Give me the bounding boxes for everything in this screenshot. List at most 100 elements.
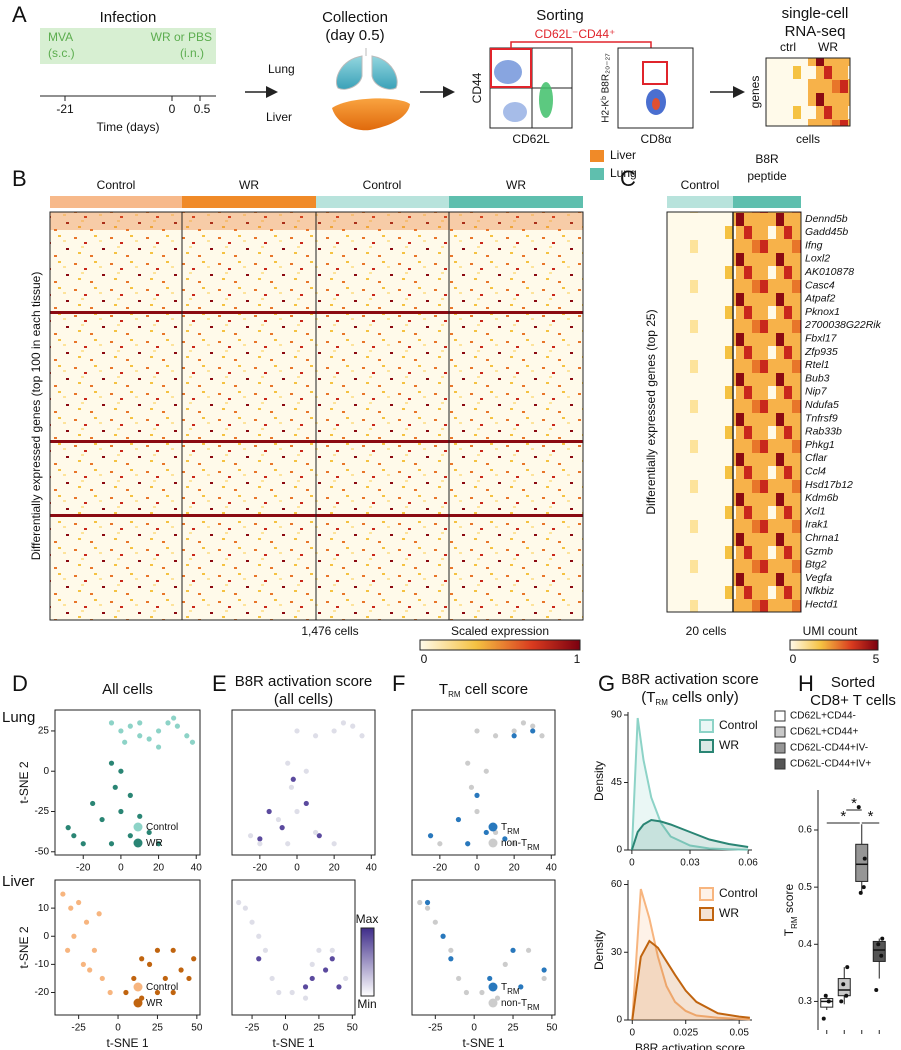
point bbox=[146, 736, 152, 742]
legend-marker bbox=[133, 998, 143, 1008]
point bbox=[331, 841, 337, 847]
point bbox=[844, 993, 849, 998]
plot-frame bbox=[411, 709, 556, 856]
colorbar-tick: 0 bbox=[421, 652, 428, 666]
x-axis-label: t-SNE 1 bbox=[462, 1036, 504, 1050]
point bbox=[511, 841, 517, 847]
significance-label: * bbox=[851, 795, 857, 812]
point bbox=[123, 989, 129, 996]
mini-heatmap bbox=[808, 58, 850, 126]
x-tick-label: 20 bbox=[329, 863, 341, 874]
point bbox=[350, 723, 356, 729]
point bbox=[108, 720, 115, 726]
axis-label: Time (days) bbox=[97, 120, 160, 134]
text-part: non-T bbox=[501, 998, 527, 1009]
gene-label: Btg2 bbox=[805, 559, 827, 571]
gene-label: Atpaf2 bbox=[804, 293, 836, 305]
legend-marker bbox=[488, 982, 498, 992]
legend-marker bbox=[699, 739, 714, 753]
point bbox=[474, 808, 480, 815]
group-label: B8R bbox=[755, 152, 779, 166]
legend-label: CD62L-CD44+IV- bbox=[790, 743, 868, 754]
y-axis-label: t-SNE 2 bbox=[17, 761, 31, 803]
text-part: t-SNE 2 bbox=[17, 761, 31, 803]
point bbox=[483, 829, 489, 836]
x-tick-label: -20 bbox=[76, 863, 91, 874]
density-line bbox=[630, 717, 749, 851]
y-tick-label: -50 bbox=[35, 846, 50, 857]
chart-title: B8R activation score bbox=[621, 671, 759, 688]
legend-marker bbox=[488, 822, 498, 832]
text-part: CD8+ T cells bbox=[810, 692, 896, 709]
text-part: T bbox=[501, 982, 507, 993]
point bbox=[448, 956, 454, 962]
axis-label: Differentially expressed genes (top 25) bbox=[644, 309, 658, 514]
point bbox=[71, 933, 77, 939]
point bbox=[417, 899, 423, 906]
x-tick-label: -25 bbox=[428, 1023, 443, 1034]
x-tick-label: 40 bbox=[366, 863, 378, 874]
point bbox=[137, 720, 143, 726]
point bbox=[483, 768, 489, 774]
text-part: RM bbox=[507, 827, 520, 836]
x-tick-label: 0 bbox=[629, 858, 635, 869]
x-tick-label: -25 bbox=[245, 1023, 260, 1034]
point bbox=[294, 728, 300, 734]
point bbox=[108, 841, 115, 847]
y-axis-label: Density bbox=[592, 761, 606, 801]
gene-label: Ccl4 bbox=[805, 465, 826, 477]
legend-label: Liver bbox=[610, 148, 636, 162]
gene-label: Phkg1 bbox=[805, 439, 835, 451]
point bbox=[189, 739, 196, 745]
gene-label: Zfp935 bbox=[804, 346, 838, 358]
significance-label: * bbox=[868, 808, 874, 825]
point bbox=[876, 942, 881, 947]
point bbox=[520, 720, 527, 726]
gene-label: Gzmb bbox=[805, 545, 833, 557]
density-line bbox=[631, 888, 750, 1021]
point bbox=[331, 728, 337, 734]
point bbox=[424, 899, 431, 906]
point bbox=[823, 993, 828, 998]
point bbox=[511, 728, 517, 734]
point bbox=[329, 947, 335, 953]
point bbox=[492, 733, 499, 739]
group-label: WR bbox=[506, 178, 526, 192]
point bbox=[170, 947, 176, 953]
point bbox=[178, 967, 184, 973]
area-fill bbox=[631, 718, 749, 850]
text-part: Control bbox=[146, 822, 178, 833]
area-fill bbox=[632, 940, 750, 1020]
y-tick-label: 90 bbox=[611, 710, 623, 721]
point bbox=[479, 989, 485, 996]
density-line bbox=[631, 939, 750, 1021]
y-axis-label: t-SNE 2 bbox=[17, 926, 31, 968]
gene-label: Irak1 bbox=[805, 519, 828, 531]
x-tick-label: 50 bbox=[191, 1023, 203, 1034]
density-line bbox=[630, 818, 749, 851]
legend-marker bbox=[488, 998, 498, 1008]
point bbox=[99, 816, 105, 823]
point bbox=[288, 784, 295, 790]
colorbar bbox=[789, 639, 879, 651]
legend-label: Control bbox=[146, 982, 178, 993]
point bbox=[502, 961, 508, 967]
chart-title: B8R activation score bbox=[235, 673, 373, 690]
group-bar bbox=[667, 196, 733, 208]
panel-letter: H bbox=[798, 671, 814, 696]
colorbar-tick: 0 bbox=[790, 652, 797, 666]
mini-heatmap-frame bbox=[765, 57, 851, 127]
point bbox=[65, 947, 71, 953]
point bbox=[312, 733, 319, 739]
row-label: Lung bbox=[2, 709, 35, 726]
y-tick-label: 0 bbox=[43, 766, 49, 777]
point bbox=[502, 836, 508, 842]
point bbox=[861, 885, 866, 890]
text-part: Density bbox=[592, 930, 606, 970]
point bbox=[826, 999, 831, 1004]
point bbox=[65, 825, 71, 831]
colorbar-title: UMI count bbox=[803, 624, 858, 638]
legend-marker bbox=[774, 758, 786, 770]
point bbox=[343, 975, 349, 982]
legend-marker bbox=[699, 907, 714, 921]
